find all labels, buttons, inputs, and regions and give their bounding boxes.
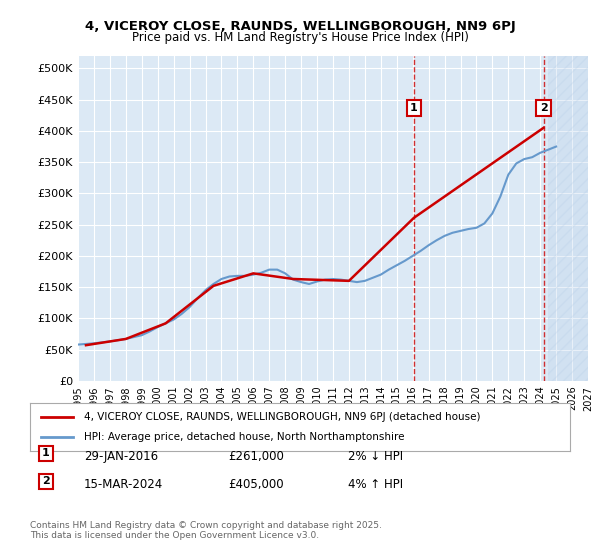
Text: £261,000: £261,000 bbox=[228, 450, 284, 463]
Text: 15-MAR-2024: 15-MAR-2024 bbox=[84, 478, 163, 491]
Text: 29-JAN-2016: 29-JAN-2016 bbox=[84, 450, 158, 463]
Text: 4, VICEROY CLOSE, RAUNDS, WELLINGBOROUGH, NN9 6PJ: 4, VICEROY CLOSE, RAUNDS, WELLINGBOROUGH… bbox=[85, 20, 515, 32]
Text: 2% ↓ HPI: 2% ↓ HPI bbox=[348, 450, 403, 463]
Text: 1: 1 bbox=[410, 103, 418, 113]
Text: £405,000: £405,000 bbox=[228, 478, 284, 491]
Text: 1: 1 bbox=[42, 449, 50, 459]
Text: HPI: Average price, detached house, North Northamptonshire: HPI: Average price, detached house, Nort… bbox=[84, 432, 404, 442]
Text: 2: 2 bbox=[539, 103, 547, 113]
Text: 4% ↑ HPI: 4% ↑ HPI bbox=[348, 478, 403, 491]
Bar bbox=[548, 56, 588, 381]
Text: 4, VICEROY CLOSE, RAUNDS, WELLINGBOROUGH, NN9 6PJ (detached house): 4, VICEROY CLOSE, RAUNDS, WELLINGBOROUGH… bbox=[84, 412, 481, 422]
Text: Contains HM Land Registry data © Crown copyright and database right 2025.
This d: Contains HM Land Registry data © Crown c… bbox=[30, 521, 382, 540]
Text: 2: 2 bbox=[42, 477, 50, 487]
Text: Price paid vs. HM Land Registry's House Price Index (HPI): Price paid vs. HM Land Registry's House … bbox=[131, 31, 469, 44]
